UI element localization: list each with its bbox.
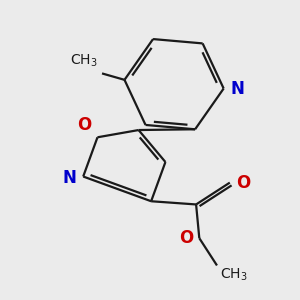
Text: O: O [77,116,91,134]
Text: CH$_3$: CH$_3$ [220,267,248,284]
Text: O: O [236,174,250,192]
Text: O: O [178,229,193,247]
Text: CH$_3$: CH$_3$ [70,52,97,69]
Text: N: N [231,80,244,98]
Text: N: N [63,169,77,187]
